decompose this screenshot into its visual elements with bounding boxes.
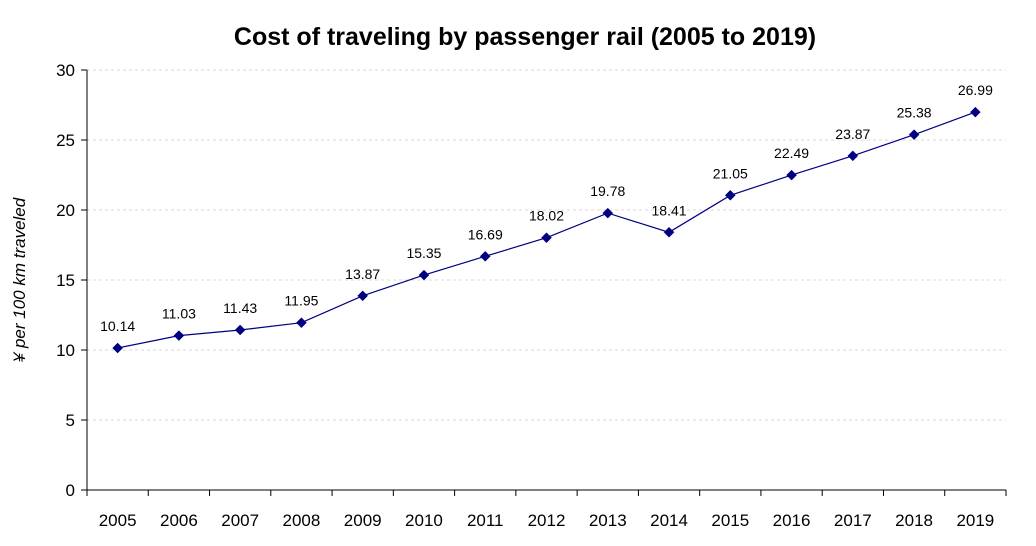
x-tick-label: 2018 xyxy=(895,511,933,530)
x-tick-label: 2009 xyxy=(344,511,382,530)
y-tick-label: 5 xyxy=(66,411,75,430)
data-label: 13.87 xyxy=(345,266,380,282)
data-label: 23.87 xyxy=(835,126,870,142)
data-markers xyxy=(112,106,981,354)
data-label: 11.03 xyxy=(162,306,196,322)
data-point-marker xyxy=(541,232,552,244)
y-tick-label: 20 xyxy=(56,201,75,220)
data-point-marker xyxy=(847,150,859,162)
data-label: 15.35 xyxy=(406,245,441,261)
data-point-marker xyxy=(663,226,675,238)
y-tick-label: 25 xyxy=(56,131,75,150)
data-point-marker xyxy=(724,189,736,201)
x-tick-label: 2016 xyxy=(773,511,811,530)
x-tick-label: 2013 xyxy=(589,511,627,530)
y-tick-label: 30 xyxy=(56,61,75,80)
x-tick-label: 2010 xyxy=(405,511,443,530)
data-point-marker xyxy=(296,317,307,329)
y-tick-label: 10 xyxy=(56,341,75,360)
data-label: 11.95 xyxy=(284,293,318,309)
x-tick-label: 2005 xyxy=(99,511,137,530)
x-tick-label: 2014 xyxy=(650,511,688,530)
x-axis-ticks: 2005 2006 2007 2008 2009 2010 2011 2012 2013 2014… xyxy=(86,490,1007,530)
y-axis-ticks: 0 5 10 15 20 25 30 xyxy=(56,61,87,500)
data-point-marker xyxy=(786,169,797,181)
y-tick-label: 15 xyxy=(56,271,75,290)
x-tick-label: 2007 xyxy=(221,511,259,530)
x-tick-label: 2006 xyxy=(160,511,198,530)
x-tick-label: 2011 xyxy=(467,511,504,530)
data-label: 10.14 xyxy=(100,318,135,334)
data-label: 19.78 xyxy=(590,183,625,199)
chart-title: Cost of traveling by passenger rail (200… xyxy=(234,23,816,51)
x-tick-label: 2012 xyxy=(528,511,566,530)
data-point-marker xyxy=(908,129,920,141)
x-tick-label: 2008 xyxy=(283,511,321,530)
data-point-marker xyxy=(970,106,981,118)
gridlines xyxy=(87,69,1006,421)
data-label: 22.49 xyxy=(774,145,809,161)
y-tick-label: 0 xyxy=(66,481,75,500)
data-point-marker xyxy=(418,269,430,281)
x-tick-label: 2019 xyxy=(956,511,994,530)
data-labels: 10.14 11.03 11.43 11.95 13.87 15.35 16.69 18.02… xyxy=(100,82,993,334)
data-label: 26.99 xyxy=(958,82,993,98)
data-label: 18.41 xyxy=(652,202,687,218)
x-tick-label: 2017 xyxy=(834,511,872,530)
data-label: 11.43 xyxy=(223,300,257,316)
data-point-marker xyxy=(602,207,614,219)
data-label: 18.02 xyxy=(529,208,564,224)
data-point-marker xyxy=(173,330,185,341)
y-axis-label: ¥ per 100 km traveled xyxy=(10,197,29,362)
data-label: 25.38 xyxy=(897,105,932,121)
data-label: 16.69 xyxy=(468,226,503,242)
data-point-marker xyxy=(234,324,246,336)
x-tick-label: 2015 xyxy=(711,511,749,530)
data-label: 21.05 xyxy=(713,165,748,181)
data-point-marker xyxy=(479,250,491,262)
data-point-marker xyxy=(357,290,369,302)
data-point-marker xyxy=(112,342,123,354)
